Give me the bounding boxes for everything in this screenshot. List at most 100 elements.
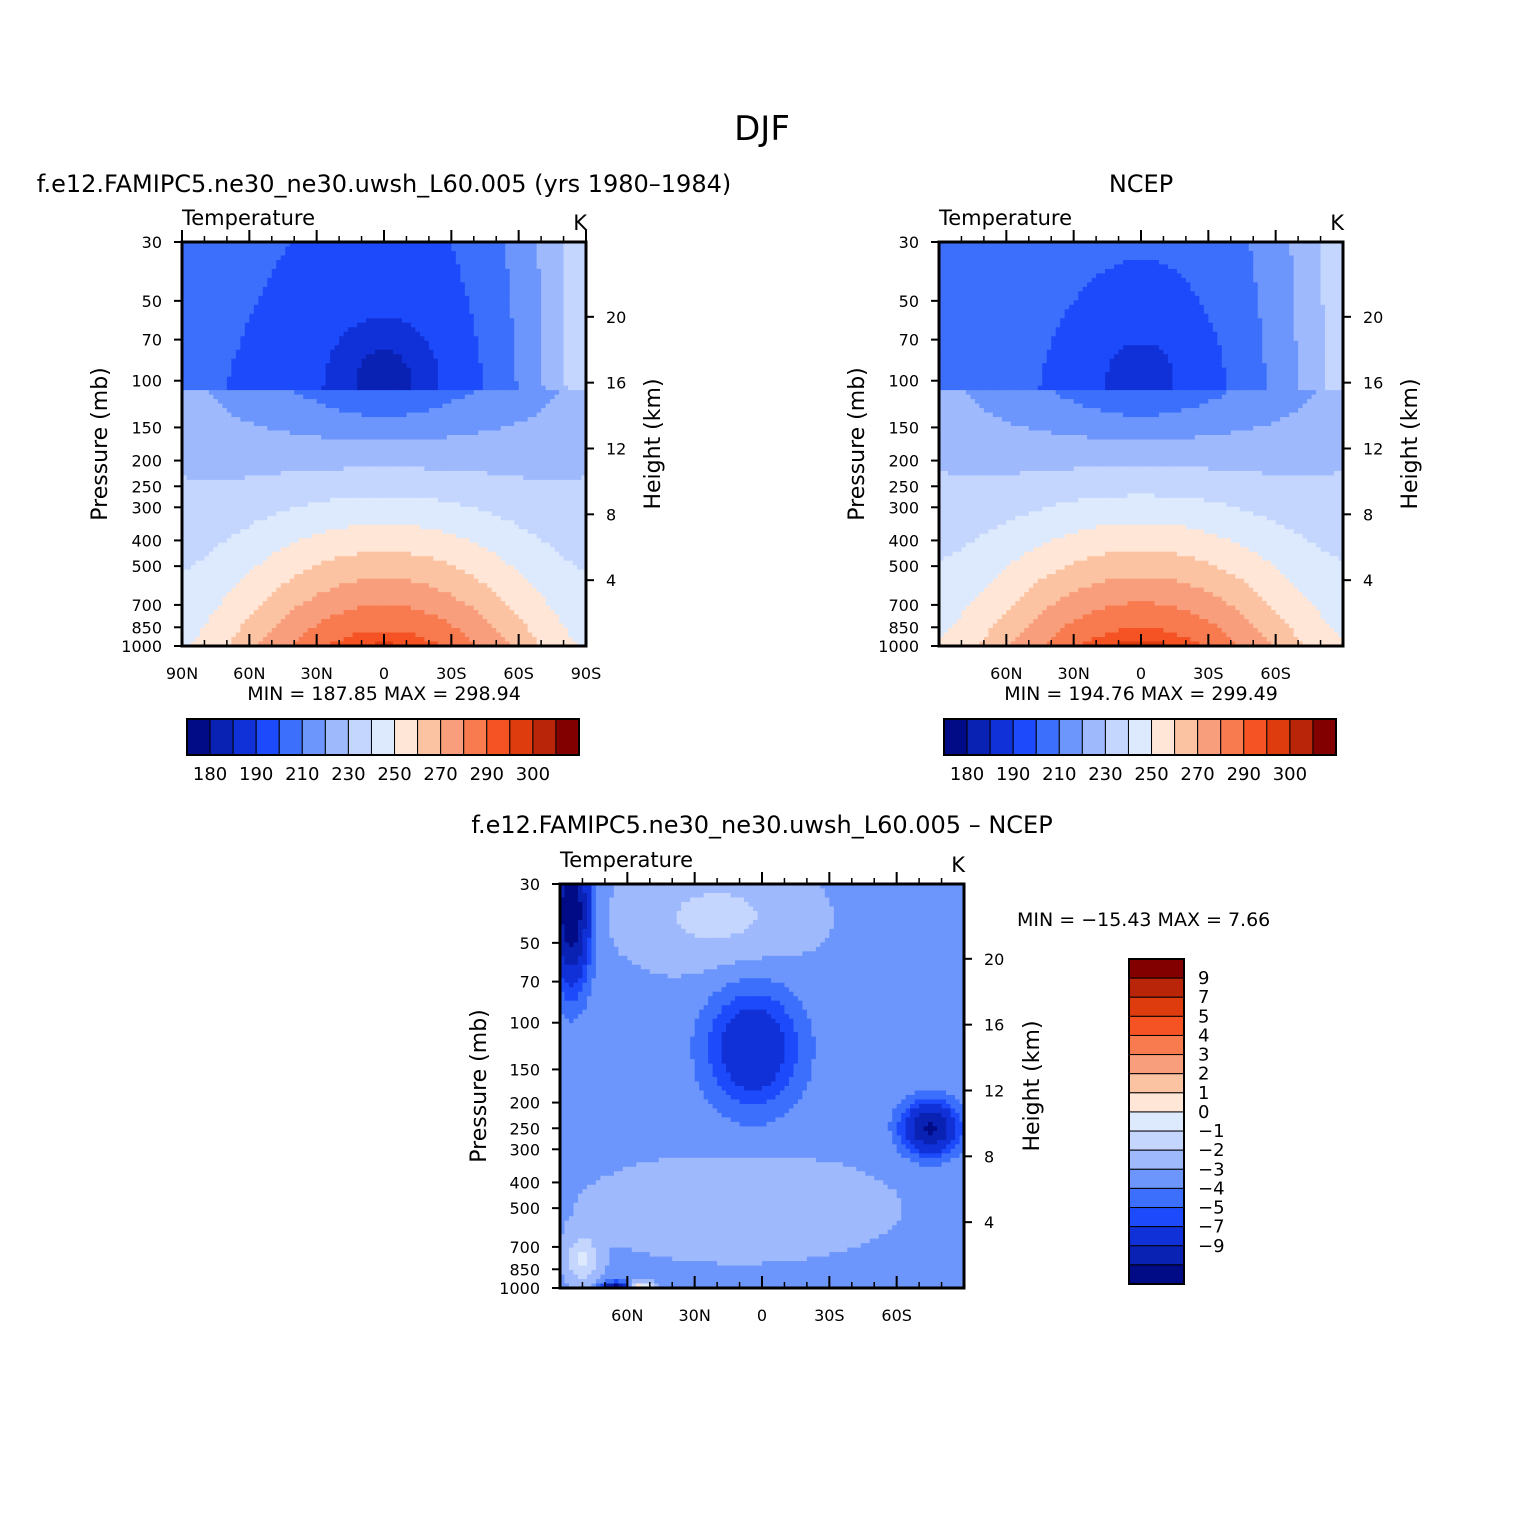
contour-cell [384,309,389,314]
contour-cell [308,287,313,292]
contour-cell [555,251,560,256]
contour-cell [496,336,501,341]
contour-cell [209,345,214,350]
contour-cell [321,300,326,305]
contour-cell [371,323,376,328]
contour-cell [272,296,277,301]
contour-cell [532,309,537,314]
contour-cell [236,291,241,296]
contour-cell [465,336,470,341]
contour-cell [249,336,254,341]
contour-cell [564,309,569,314]
contour-cell [348,264,353,269]
contour-cell [460,323,465,328]
contour-cell [411,251,416,256]
contour-cell [299,291,304,296]
contour-cell [375,251,380,256]
contour-cell [402,309,407,314]
contour-cell [573,341,578,346]
contour-cell [397,314,402,319]
contour-cell [406,278,411,283]
contour-cell [204,309,209,314]
contour-cell [222,282,227,287]
contour-cell [258,323,263,328]
contour-cell [438,314,443,319]
contour-cell [254,300,259,305]
contour-cell [209,255,214,260]
contour-cell [222,327,227,332]
contour-cell [222,260,227,265]
contour-cell [357,305,362,310]
contour-cell [397,336,402,341]
contour-cell [492,318,497,323]
contour-cell [438,269,443,274]
contour-cell [186,345,191,350]
contour-cell [299,246,304,251]
contour-cell [478,314,483,319]
contour-cell [222,269,227,274]
contour-cell [317,300,322,305]
contour-cell [496,273,501,278]
contour-cell [371,336,376,341]
contour-cell [469,305,474,310]
contour-cell [478,269,483,274]
contour-cell [501,246,506,251]
contour-cell [433,287,438,292]
contour-cell [505,282,510,287]
contour-cell [245,273,250,278]
contour-cell [528,260,533,265]
contour-cell [191,350,196,355]
contour-cell [330,291,335,296]
contour-cell [335,345,340,350]
contour-cell [321,323,326,328]
contour-cell [308,251,313,256]
contour-cell [478,282,483,287]
contour-cell [478,273,483,278]
contour-cell [438,291,443,296]
contour-cell [254,278,259,283]
contour-cell [335,300,340,305]
contour-cell [209,264,214,269]
contour-cell [308,260,313,265]
contour-cell [371,251,376,256]
contour-cell [429,269,434,274]
contour-cell [510,345,515,350]
contour-cell [335,278,340,283]
contour-cell [532,327,537,332]
contour-cell [469,287,474,292]
contour-cell [254,255,259,260]
contour-cell [249,291,254,296]
contour-cell [227,341,232,346]
contour-cell [550,336,555,341]
contour-cell [375,332,380,337]
contour-cell [546,296,551,301]
contour-cell [186,300,191,305]
contour-cell [460,300,465,305]
contour-cell [532,287,537,292]
contour-cell [546,341,551,346]
contour-cell [568,305,573,310]
contour-cell [209,314,214,319]
contour-cell [496,305,501,310]
contour-cell [321,345,326,350]
contour-cell [312,264,317,269]
contour-cell [353,260,358,265]
contour-cell [487,341,492,346]
contour-cell [195,332,200,337]
contour-cell [424,291,429,296]
contour-cell [263,323,268,328]
contour-cell [384,305,389,310]
contour-cell [429,273,434,278]
contour-cell [254,309,259,314]
contour-cell [213,323,218,328]
contour-cell [222,291,227,296]
contour-cell [200,269,205,274]
contour-cell [514,300,519,305]
contour-cell [501,251,506,256]
contour-cell [227,251,232,256]
contour-cell [272,255,277,260]
contour-cell [213,278,218,283]
contour-cell [294,291,299,296]
contour-cell [263,291,268,296]
contour-cell [294,273,299,278]
